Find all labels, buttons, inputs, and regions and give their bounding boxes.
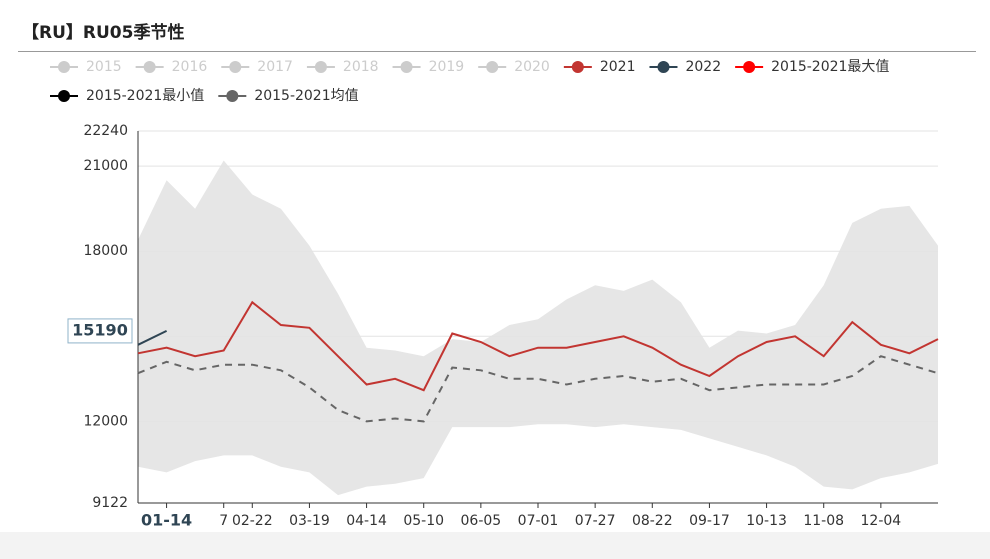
- series-line: [137, 330, 168, 346]
- legend-label: 2017: [257, 59, 293, 75]
- legend-item[interactable]: 2022: [649, 59, 721, 75]
- x-tick-label: 04-14: [346, 513, 387, 529]
- legend-label: 2015-2021最大值: [771, 59, 889, 75]
- legend-label: 2018: [343, 59, 379, 75]
- legend-item[interactable]: 2021: [563, 59, 636, 75]
- x-tick-label: 05-10: [403, 513, 444, 529]
- y-tick-label: 9122: [92, 495, 128, 511]
- x-tick-label: 02-22: [232, 513, 273, 529]
- plot: 9122120001500018000210002224001-14702-22…: [67, 123, 939, 530]
- legend-item[interactable]: 2020: [478, 59, 550, 75]
- pointer-label: 15190: [72, 320, 128, 339]
- legend-item[interactable]: 2015: [50, 59, 122, 75]
- legend-dot: [314, 61, 327, 73]
- legend: 2015 2016 2017 2018 2019 2020 2021 2022 2015-202…: [50, 59, 889, 104]
- x-tick-label: 07-27: [575, 513, 616, 529]
- legend-dot: [743, 61, 756, 73]
- legend-dot: [571, 61, 584, 73]
- x-tick-label: 09-17: [689, 513, 730, 529]
- y-tick-label: 22240: [83, 123, 128, 139]
- legend-label: 2015: [86, 59, 122, 75]
- legend-dot: [58, 61, 70, 73]
- legend-item[interactable]: 2015-2021最小值: [50, 88, 204, 104]
- pointer-label-box: [67, 318, 133, 344]
- legend-label: 2015-2021最小值: [86, 88, 204, 104]
- y-tick-label: 12000: [83, 413, 128, 429]
- band-area: [138, 424, 938, 503]
- x-tick-label: 08-22: [632, 513, 673, 529]
- x-tick-label: 01-14: [141, 511, 192, 530]
- x-tick-label: 10-13: [746, 513, 787, 529]
- legend-dot: [657, 61, 670, 73]
- legend-label: 2021: [600, 59, 636, 75]
- x-tick-label: 11-08: [803, 513, 844, 529]
- y-tick-label: 21000: [83, 158, 128, 174]
- legend-dot: [58, 90, 70, 102]
- series-line: [137, 300, 939, 392]
- band-area: [138, 160, 938, 503]
- legend-item[interactable]: 2018: [306, 59, 379, 75]
- legend-label: 2022: [685, 59, 721, 75]
- legend-label: 2016: [172, 59, 208, 75]
- legend-item[interactable]: 2015-2021均值: [218, 88, 359, 104]
- legend-item[interactable]: 2016: [135, 59, 208, 75]
- legend-dot: [229, 61, 242, 73]
- legend-dot: [486, 61, 499, 73]
- legend-item[interactable]: 2015-2021最大值: [735, 59, 889, 75]
- legend-dot: [400, 61, 413, 73]
- x-tick-label: 07-01: [518, 513, 559, 529]
- legend-dot: [143, 61, 156, 73]
- x-tick-label: 06-05: [461, 513, 502, 529]
- legend-label: 2019: [429, 59, 465, 75]
- x-tick-label: 03-19: [289, 513, 330, 529]
- legend-item[interactable]: 2019: [392, 59, 465, 75]
- legend-label: 2015-2021均值: [254, 88, 358, 104]
- legend-item[interactable]: 2017: [221, 59, 293, 75]
- legend-dot: [226, 90, 239, 102]
- x-tick-label: 7: [219, 513, 228, 529]
- x-tick-label: 12-04: [861, 513, 902, 529]
- chart-title: 【RU】RU05季节性: [22, 22, 184, 43]
- legend-label: 2020: [514, 59, 550, 75]
- y-tick-label: 18000: [83, 243, 128, 259]
